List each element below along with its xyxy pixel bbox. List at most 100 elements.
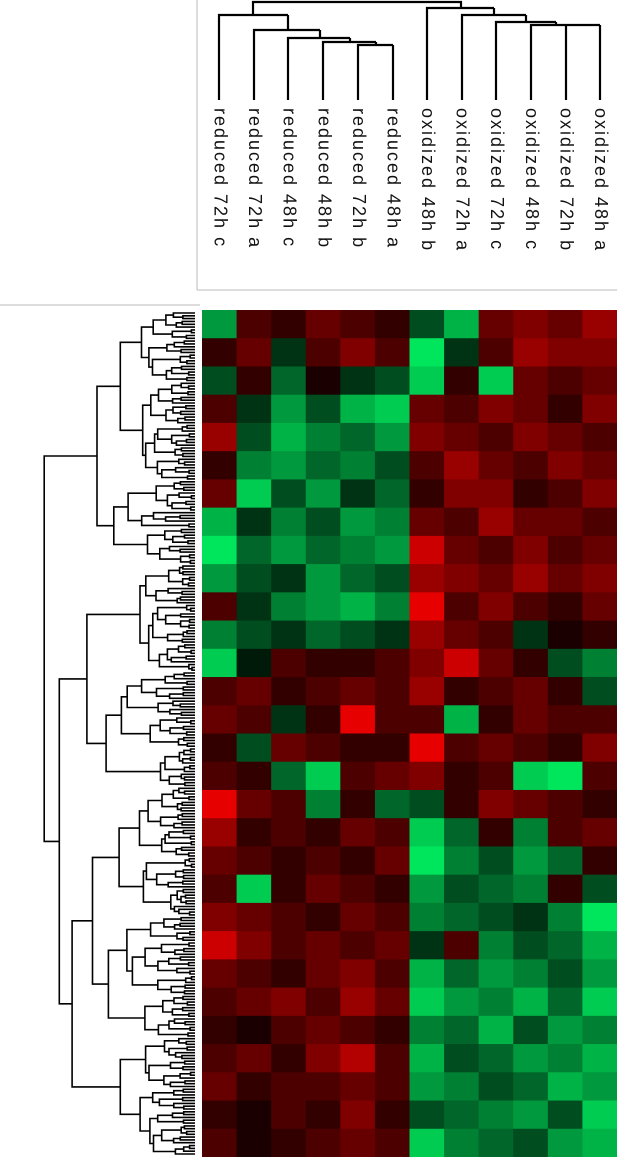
heatmap-cell	[409, 959, 445, 989]
heatmap-cell	[374, 1044, 410, 1073]
heatmap-cell	[374, 874, 410, 904]
heatmap-cell	[478, 677, 514, 706]
heatmap-cell	[582, 959, 617, 989]
heatmap-cell	[478, 705, 514, 734]
heatmap-cell	[582, 479, 617, 509]
heatmap-cell	[582, 789, 617, 819]
heatmap-cell	[305, 846, 341, 876]
heatmap-cell	[444, 959, 480, 989]
heatmap-cell	[305, 422, 341, 452]
heatmap-cell	[340, 479, 376, 509]
heatmap-cell	[374, 620, 410, 650]
heatmap-cell	[271, 535, 307, 565]
heatmap-cell	[202, 846, 238, 876]
heatmap-cell	[513, 959, 549, 989]
heatmap-cell	[202, 310, 238, 339]
heatmap-cell	[478, 507, 514, 537]
heatmap-cell	[409, 422, 445, 452]
heatmap-cell	[374, 705, 410, 734]
heatmap-cell	[409, 564, 445, 593]
heatmap-cell	[340, 902, 376, 932]
heatmap-cell	[409, 705, 445, 734]
heatmap-cell	[409, 1100, 445, 1130]
heatmap-cell	[444, 1128, 480, 1157]
heatmap-cell	[513, 564, 549, 593]
heatmap-cell	[340, 733, 376, 763]
heatmap-cell	[444, 338, 480, 367]
heatmap-cell	[340, 422, 376, 452]
column-label: oxidized 48h b	[418, 108, 438, 252]
column-dendrogram	[217, 0, 602, 100]
heatmap-cell	[409, 818, 445, 847]
heatmap-cell	[478, 959, 514, 989]
heatmap-cell	[582, 1044, 617, 1073]
heatmap-cell	[271, 394, 307, 424]
heatmap-cell	[513, 535, 549, 565]
heatmap-cell	[340, 507, 376, 537]
heatmap-cell	[374, 846, 410, 876]
heatmap-cell	[478, 620, 514, 650]
column-label: oxidized 48h a	[591, 108, 611, 252]
heatmap-cell	[271, 338, 307, 367]
heatmap-cell	[409, 592, 445, 622]
heatmap-cell	[478, 366, 514, 396]
heatmap-cell	[444, 648, 480, 678]
heatmap-cell	[374, 338, 410, 367]
heatmap-cell	[236, 1128, 272, 1157]
heatmap-cell	[409, 874, 445, 904]
heatmap-cell	[374, 818, 410, 847]
heatmap-cell	[340, 394, 376, 424]
heatmap-cell	[444, 705, 480, 734]
heatmap-cell	[478, 451, 514, 480]
heatmap-cell	[513, 422, 549, 452]
heatmap-cell	[513, 987, 549, 1017]
heatmap-cell	[202, 338, 238, 367]
heatmap-cell	[582, 677, 617, 706]
heatmap-cell	[409, 987, 445, 1017]
heatmap-cell	[236, 451, 272, 480]
heatmap-cell	[271, 818, 307, 847]
heatmap-cell	[236, 394, 272, 424]
heatmap-cell	[547, 931, 583, 960]
heatmap-cell	[305, 789, 341, 819]
heatmap-cell	[374, 507, 410, 537]
heatmap-cell	[409, 507, 445, 537]
heatmap-cell	[513, 733, 549, 763]
heatmap-cell	[340, 874, 376, 904]
column-label: reduced 48h c	[280, 108, 300, 248]
heatmap-cell	[513, 507, 549, 537]
row-dendrogram	[43, 312, 195, 1155]
heatmap-cell	[444, 1072, 480, 1102]
heatmap-cell	[236, 648, 272, 678]
heatmap-cell	[444, 507, 480, 537]
heatmap-cell	[374, 422, 410, 452]
heatmap-cell	[271, 902, 307, 932]
heatmap-cell	[305, 366, 341, 396]
heatmap-cell	[478, 733, 514, 763]
heatmap-cell	[513, 818, 549, 847]
heatmap-cell	[547, 394, 583, 424]
heatmap-cell	[236, 620, 272, 650]
heatmap-cell	[513, 705, 549, 734]
heatmap-cell	[305, 677, 341, 706]
heatmap-cell	[444, 677, 480, 706]
column-label: oxidized 72h b	[556, 108, 576, 252]
heatmap-cell	[271, 761, 307, 791]
heatmap-cell	[236, 789, 272, 819]
heatmap-cell	[236, 677, 272, 706]
heatmap-cell	[202, 761, 238, 791]
heatmap-cell	[409, 931, 445, 960]
column-label: oxidized 72h c	[487, 108, 507, 251]
heatmap-cell	[340, 987, 376, 1017]
heatmap-cell	[305, 1015, 341, 1045]
heatmap-cell	[305, 451, 341, 480]
heatmap-cell	[271, 366, 307, 396]
heatmap-cell	[305, 959, 341, 989]
heatmap-cell	[236, 479, 272, 509]
heatmap-cell	[582, 931, 617, 960]
heatmap-cell	[582, 564, 617, 593]
heatmap-cell	[340, 338, 376, 367]
heatmap-cell	[582, 818, 617, 847]
heatmap-cell	[547, 789, 583, 819]
heatmap-cell	[478, 931, 514, 960]
